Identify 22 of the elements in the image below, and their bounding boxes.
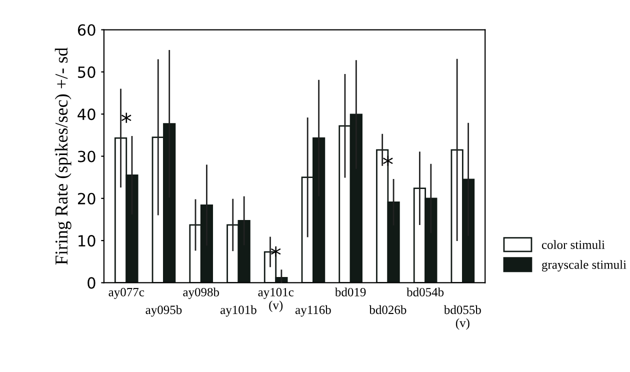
x-tick-label: bd026b xyxy=(369,305,406,314)
x-tick-label: ay095b xyxy=(146,305,182,317)
x-tick-label: ay101c (v) xyxy=(258,288,294,312)
x-tick-label: bd054b xyxy=(406,288,444,296)
x-tick-label: ay101b xyxy=(220,305,256,317)
annotation: * xyxy=(121,112,132,123)
y-axis-title: Firing Rate (spikes/sec) +/- sd xyxy=(54,48,72,265)
x-tick-label: bd055b (v) xyxy=(444,305,481,330)
y-tick-label: 50 xyxy=(78,66,96,78)
y-tick-label: 60 xyxy=(78,24,96,36)
y-tick-label: 30 xyxy=(78,150,96,162)
legend-label: grayscale stimuli xyxy=(542,260,626,272)
x-tick-label: ay116b xyxy=(295,305,331,317)
y-tick-label: 40 xyxy=(78,108,96,120)
legend-label: color stimuli xyxy=(542,240,605,249)
y-tick-label: 10 xyxy=(78,235,96,247)
x-tick-label: ay077c xyxy=(108,288,144,299)
x-tick-label: ay098b xyxy=(183,288,220,299)
x-tick-label: bd019 xyxy=(334,288,366,296)
annotation: * xyxy=(270,246,281,257)
y-tick-label: 20 xyxy=(78,192,96,204)
y-tick-label: 0 xyxy=(88,277,96,289)
